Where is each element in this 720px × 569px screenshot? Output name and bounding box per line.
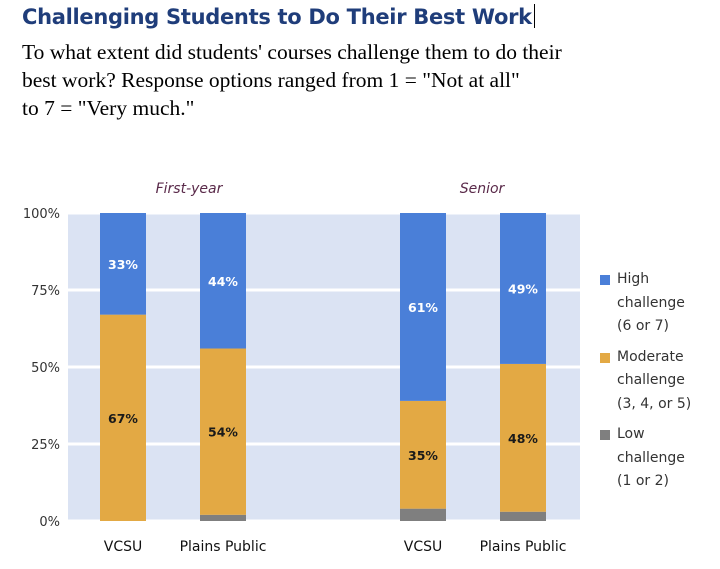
bar-segment xyxy=(200,213,246,349)
text-cursor xyxy=(533,4,536,28)
bar-segment xyxy=(400,400,446,509)
subtitle-line-3: to 7 = "Very much." xyxy=(22,96,195,120)
y-tick-label: 100% xyxy=(23,207,60,222)
data-label: 61% xyxy=(408,300,438,315)
y-tick-label: 25% xyxy=(31,438,60,453)
legend-label: Low xyxy=(617,426,645,442)
data-label: 44% xyxy=(208,274,238,289)
bar-segment xyxy=(100,314,146,521)
data-label: 48% xyxy=(508,431,538,446)
legend-swatch xyxy=(600,275,610,285)
bar-segment xyxy=(500,363,546,512)
subtitle-line-1: To what extent did students' courses cha… xyxy=(22,40,562,64)
legend-label: (1 or 2) xyxy=(617,473,669,489)
x-tick-label: VCSU xyxy=(104,539,143,555)
bar-segment xyxy=(500,213,546,364)
legend-label: (3, 4, or 5) xyxy=(617,395,692,412)
legend-label: challenge xyxy=(617,449,685,466)
chart-title: Challenging Students to Do Their Best Wo… xyxy=(22,4,536,29)
legend-item: High challenge (6 or 7) xyxy=(600,268,715,339)
legend-item: Low challenge (1 or 2) xyxy=(600,423,715,494)
x-tick-label: VCSU xyxy=(404,539,443,555)
bar-segment xyxy=(200,348,246,515)
bar-segment xyxy=(100,213,146,315)
y-tick-label: 50% xyxy=(31,361,60,376)
data-label: 49% xyxy=(508,281,538,296)
chart-legend: High challenge (6 or 7) Moderate challenge (3… xyxy=(600,268,715,501)
y-tick-label: 0% xyxy=(39,515,60,530)
chart-subtitle: To what extent did students' courses cha… xyxy=(22,38,702,122)
x-tick-label: Plains Public xyxy=(180,539,267,555)
bar-segment xyxy=(400,213,446,401)
data-label: 54% xyxy=(208,425,238,440)
bar-segment xyxy=(200,514,246,521)
legend-label: High xyxy=(617,271,650,287)
y-tick-label: 75% xyxy=(31,284,60,299)
legend-label: challenge xyxy=(617,372,685,388)
data-label: 33% xyxy=(108,257,138,272)
legend-item: Moderate challenge (3, 4, or 5) xyxy=(600,346,715,417)
x-tick-label: Plains Public xyxy=(480,539,567,555)
legend-label: challenge xyxy=(617,294,685,311)
data-label: 67% xyxy=(108,411,138,426)
legend-swatch xyxy=(600,430,610,440)
group-label: Senior xyxy=(460,181,506,197)
legend-label: Moderate xyxy=(617,348,684,365)
group-label: First-year xyxy=(156,181,224,197)
subtitle-line-2: best work? Response options ranged from … xyxy=(22,68,520,92)
bar-segment xyxy=(500,511,546,521)
bar-segment xyxy=(400,508,446,521)
legend-label: (6 or 7) xyxy=(617,318,669,334)
legend-swatch xyxy=(600,352,610,363)
data-label: 35% xyxy=(408,448,438,463)
